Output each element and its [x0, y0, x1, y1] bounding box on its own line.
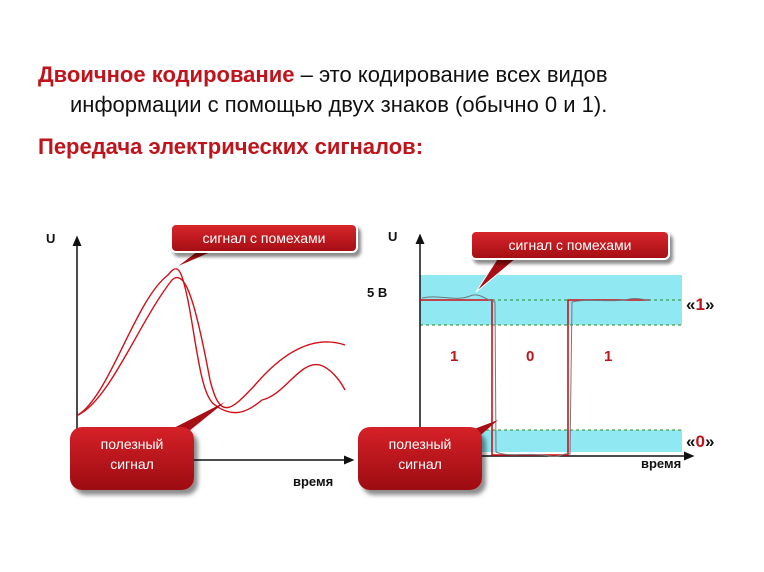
level-zero-close: »	[704, 432, 715, 451]
headline-term: Двоичное кодирование	[38, 62, 295, 87]
level-one-label: «1»	[686, 295, 714, 315]
right-useful-line2: сигнал	[398, 456, 442, 472]
right-useful-line1: полезный	[388, 436, 452, 452]
headline-line2: информации с помощью двух знаков (обычно…	[70, 92, 608, 117]
left-y-axis-label: U	[46, 231, 56, 246]
right-x-axis-label: время	[641, 456, 682, 471]
band-zero	[420, 430, 682, 452]
level-one-open: «	[686, 295, 696, 314]
bit-label: 1	[604, 348, 613, 365]
left-useful-line2: сигнал	[110, 456, 154, 472]
level-zero-label: «0»	[686, 432, 714, 452]
level-one-close: »	[704, 295, 715, 314]
left-useful-signal	[77, 276, 346, 416]
subhead: Передача электрических сигналов:	[38, 134, 424, 159]
right-noise-callout: сигнал с помехами	[470, 230, 670, 260]
left-noisy-signal	[77, 268, 346, 416]
headline: Двоичное кодирование – это кодирование в…	[38, 60, 738, 120]
level-zero-open: «	[686, 432, 696, 451]
bit-label: 0	[526, 348, 535, 365]
left-x-axis-label: время	[293, 474, 334, 489]
right-noisy-signal	[421, 294, 651, 457]
level-zero-digit: 0	[695, 432, 705, 451]
bit-label: 1	[450, 348, 459, 365]
voltage-label: 5 В	[367, 285, 388, 300]
level-one-digit: 1	[695, 295, 705, 314]
right-y-axis-label: U	[388, 229, 398, 244]
headline-line1: – это кодирование всех видов	[294, 62, 608, 87]
left-useful-signal-bubble: полезный сигнал	[70, 427, 194, 490]
right-useful-signal-bubble: полезный сигнал	[358, 427, 482, 490]
left-useful-line1: полезный	[100, 436, 164, 452]
left-noise-callout: сигнал с помехами	[170, 223, 358, 253]
